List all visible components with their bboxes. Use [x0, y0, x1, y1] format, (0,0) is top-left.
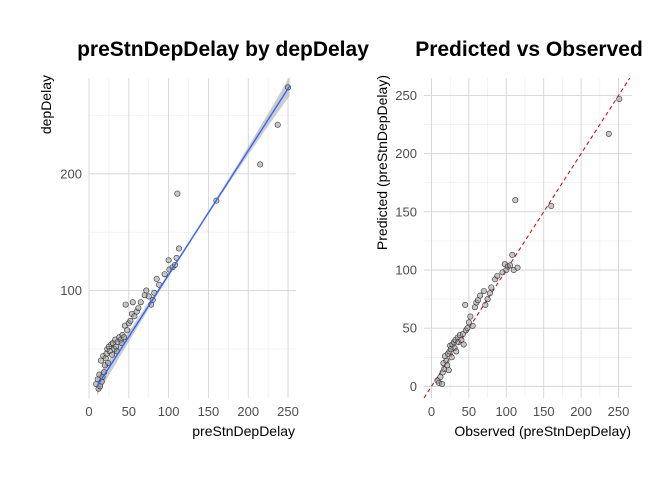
data-point: [257, 161, 264, 168]
x-tick-label: 250: [277, 404, 299, 419]
panel-left-x-ticks: 0 50 100 150 200 250: [85, 404, 299, 419]
y-tick-label: 250: [395, 88, 417, 103]
panel-right-title: Predicted vs Observed: [415, 38, 643, 61]
data-point: [161, 271, 168, 278]
data-point: [153, 275, 160, 282]
data-point: [465, 319, 472, 326]
x-tick-label: 100: [158, 404, 180, 419]
data-point: [135, 305, 142, 312]
y-tick-label: 100: [395, 263, 417, 278]
data-point: [109, 351, 116, 358]
x-tick-label: 100: [495, 404, 517, 419]
data-point: [445, 367, 452, 374]
data-point: [127, 317, 134, 324]
x-tick-label: 0: [85, 404, 92, 419]
data-point: [448, 354, 455, 361]
data-point: [509, 251, 516, 258]
data-point: [165, 257, 172, 264]
data-point: [486, 290, 493, 297]
data-point: [477, 292, 484, 299]
data-point: [548, 203, 555, 210]
y-tick-label: 200: [60, 166, 82, 181]
x-tick-label: 150: [533, 404, 555, 419]
data-point: [453, 348, 460, 355]
x-tick-label: 50: [462, 404, 476, 419]
data-point: [616, 95, 623, 102]
data-point: [438, 381, 445, 388]
y-tick-label: 0: [410, 379, 417, 394]
data-point: [507, 262, 514, 269]
panel-right-y-ticks: 0 50 100 150 200 250: [395, 88, 417, 394]
data-point: [605, 130, 612, 137]
data-point: [131, 313, 138, 320]
panel-left-title: preStnDepDelay by depDelay: [77, 38, 369, 61]
data-point: [121, 334, 128, 341]
data-point: [175, 245, 182, 252]
data-point: [494, 272, 501, 279]
panel-right-x-ticks: 0 50 100 150 200 250: [428, 404, 630, 419]
panel-right: Predicted vs Observed 0 50 100 150 200 250 0 5…: [374, 38, 643, 439]
x-tick-label: 200: [570, 404, 592, 419]
panel-right-x-label: Observed (preStnDepDelay): [454, 423, 631, 439]
panel-right-grid: [424, 78, 632, 398]
panel-left-grid: [88, 78, 296, 398]
data-point: [480, 287, 487, 294]
y-tick-label: 50: [403, 321, 417, 336]
x-tick-label: 0: [428, 404, 435, 419]
data-point: [124, 327, 131, 334]
panel-left-y-label: depDelay: [38, 75, 54, 134]
fit-line: [96, 85, 291, 387]
data-point: [484, 296, 491, 303]
y-tick-label: 100: [60, 283, 82, 298]
data-point: [482, 301, 489, 308]
panel-left-y-ticks: 100 200: [60, 166, 82, 298]
data-point: [469, 322, 476, 329]
data-point: [129, 299, 136, 306]
data-point: [174, 190, 181, 197]
x-tick-label: 200: [237, 404, 259, 419]
data-point: [462, 301, 469, 308]
data-point: [274, 121, 281, 128]
data-point: [145, 293, 152, 300]
panel-left-points: [93, 84, 292, 392]
data-point: [488, 284, 495, 291]
data-point: [122, 301, 129, 308]
data-point: [97, 357, 104, 364]
panel-right-points: [434, 95, 623, 388]
panel-left: preStnDepDelay by depDelay 0 50 100 150 200 2…: [38, 38, 369, 439]
data-point: [464, 325, 471, 332]
panel-left-x-label: preStnDepDelay: [192, 423, 295, 439]
panel-right-y-label: Predicted (preStnDepDelay): [374, 75, 390, 250]
data-point: [105, 359, 112, 366]
x-tick-label: 50: [122, 404, 136, 419]
data-point: [143, 287, 150, 294]
y-tick-label: 150: [395, 204, 417, 219]
y-tick-label: 200: [395, 146, 417, 161]
data-point: [514, 264, 521, 271]
data-point: [285, 84, 292, 91]
data-point: [512, 197, 519, 204]
x-tick-label: 150: [198, 404, 220, 419]
panel-left-fit-line: [96, 85, 291, 387]
data-point: [460, 341, 467, 348]
data-point: [467, 313, 474, 320]
data-point: [137, 299, 144, 306]
x-tick-label: 250: [608, 404, 630, 419]
